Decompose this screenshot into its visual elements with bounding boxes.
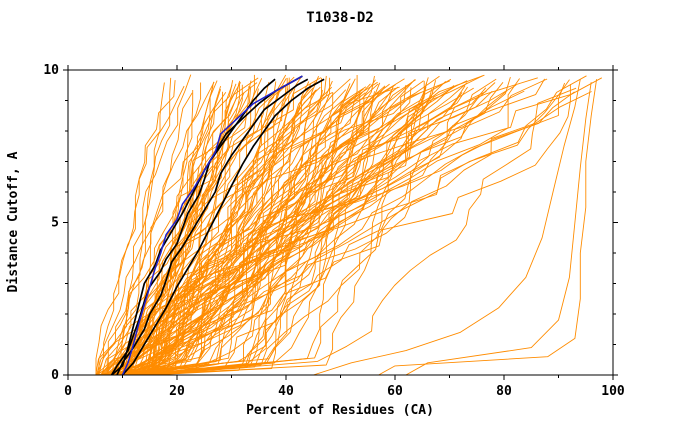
series-layer <box>95 74 603 375</box>
ensemble-curve <box>154 91 361 375</box>
ensemble-curve <box>114 77 172 375</box>
ensemble-curve <box>107 74 192 375</box>
ensemble-curve <box>108 77 538 375</box>
ensemble-curve <box>118 91 575 375</box>
ensemble-curve <box>122 82 504 375</box>
ensemble-curve <box>103 83 351 375</box>
ensemble-curve <box>152 81 310 375</box>
ensemble-curve <box>101 80 447 375</box>
highlight-model-3 <box>121 78 325 375</box>
ensemble-curve <box>143 80 437 375</box>
ensemble-curve <box>149 88 364 375</box>
highlight-model-1 <box>110 78 276 375</box>
ensemble-curve <box>146 83 237 375</box>
ensemble-curve <box>144 77 288 375</box>
outlier-curve-2 <box>405 82 592 375</box>
ensemble-curve <box>147 87 577 375</box>
x-tick-label: 0 <box>64 384 72 399</box>
x-tick-label: 60 <box>387 384 403 399</box>
ensemble-curve <box>152 91 440 375</box>
ensemble-curve <box>123 92 193 375</box>
ensemble-curve <box>129 74 485 375</box>
reference-model-blue <box>121 75 303 375</box>
ensemble-curve <box>149 92 227 375</box>
ensemble-curve <box>132 85 386 375</box>
ensemble-curve <box>127 77 290 375</box>
outlier-curve-3 <box>313 79 581 375</box>
x-axis-label: Percent of Residues (CA) <box>246 403 434 418</box>
y-tick-label: 10 <box>43 63 59 78</box>
ensemble-curve <box>136 77 429 375</box>
ensemble-curve <box>140 77 603 375</box>
y-axis-label: Distance Cutoff, A <box>6 151 21 292</box>
ensemble-curve <box>98 79 417 375</box>
ensemble-curve <box>130 78 497 375</box>
ensemble-curve <box>151 80 468 375</box>
ensemble-curve <box>148 82 202 375</box>
ensemble-curve <box>95 80 176 375</box>
ensemble-curve <box>96 88 296 375</box>
ensemble-curve <box>151 77 323 375</box>
x-tick-label: 40 <box>278 384 294 399</box>
ensemble-curve <box>123 92 334 375</box>
ensemble-curve <box>96 76 295 375</box>
chart-title: T1038-D2 <box>306 10 373 26</box>
ensemble-curve <box>117 82 427 375</box>
ensemble-curve <box>134 85 455 375</box>
highlight-model-2 <box>116 78 309 375</box>
outlier-curve-1 <box>378 79 598 375</box>
ensemble-curve <box>100 84 517 375</box>
ensemble-curve <box>138 81 277 375</box>
ensemble-curve <box>121 90 508 375</box>
ensemble-curve <box>96 82 165 375</box>
axis-ticks <box>63 65 618 380</box>
ensemble-curve <box>118 90 525 375</box>
ensemble-curve <box>100 88 433 375</box>
ensemble-curve <box>117 89 347 375</box>
ensemble-curve <box>109 84 311 375</box>
ensemble-curve <box>128 75 358 375</box>
ensemble-curve <box>116 84 396 375</box>
ensemble-curve <box>121 86 282 375</box>
ensemble-curve <box>98 81 215 375</box>
x-tick-label: 80 <box>496 384 512 399</box>
ensemble-curve <box>150 84 458 375</box>
ensemble-curve <box>137 86 399 375</box>
ensemble-curve <box>146 86 468 375</box>
x-tick-label: 100 <box>601 384 625 399</box>
ensemble-curve <box>133 87 412 375</box>
ensemble-curve <box>111 80 234 375</box>
y-tick-label: 5 <box>51 216 59 231</box>
plot-area: 0 20 40 60 80 100 0 5 10 <box>43 63 625 399</box>
highlight-model-4 <box>111 75 303 375</box>
ensemble-curve <box>126 86 214 375</box>
ensemble-curve <box>137 92 333 375</box>
y-tick-label: 0 <box>51 368 59 383</box>
ensemble-curve <box>152 85 466 375</box>
x-tick-label: 20 <box>169 384 185 399</box>
ensemble-curve <box>122 90 194 375</box>
ensemble-curve <box>142 80 333 375</box>
